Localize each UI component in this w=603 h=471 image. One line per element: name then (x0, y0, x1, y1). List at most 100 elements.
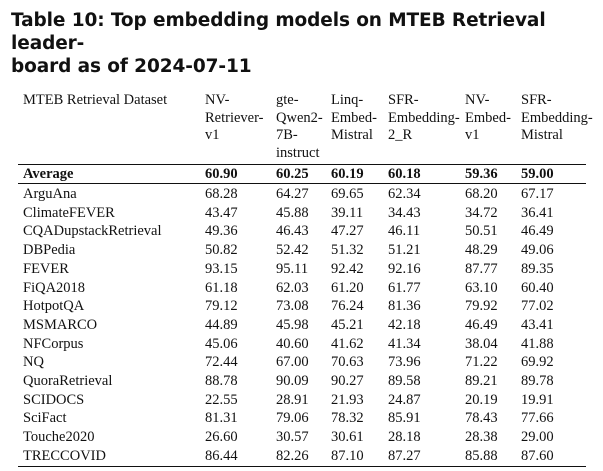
dataset-name: HotpotQA (23, 298, 85, 315)
score-cell: 67.17 (521, 186, 554, 202)
header-line: Qwen2- (276, 109, 323, 126)
score-cell: 41.34 (388, 335, 421, 352)
average-rule (18, 183, 586, 184)
score-cell: 41.62 (331, 335, 364, 352)
table-row: DBPedia 50.82 52.42 51.32 51.21 48.29 49.06 (0, 241, 603, 259)
score-cell: 87.77 (465, 260, 498, 277)
score-cell: 61.18 (205, 279, 238, 296)
score-cell: 62.34 (388, 186, 421, 202)
header-line: Embedding- (388, 109, 460, 126)
score-cell: 92.42 (331, 260, 364, 277)
score-cell: 30.57 (276, 429, 309, 446)
header-line: NV- (465, 92, 490, 108)
score-cell: 86.44 (205, 447, 238, 464)
header-line: Retriever- (205, 109, 264, 126)
score-cell: 45.98 (276, 316, 309, 333)
score-cell: 50.82 (205, 242, 238, 259)
header-line: Linq- (331, 92, 364, 108)
header-line: Embed- (465, 109, 511, 126)
score-cell: 46.43 (276, 223, 309, 240)
table-row: CQADupstackRetrieval 49.36 46.43 47.27 46.11… (0, 222, 603, 240)
dataset-name: Touche2020 (23, 429, 95, 446)
score-cell: 24.87 (388, 391, 421, 408)
score-cell: 41.88 (521, 335, 554, 352)
table-row: ClimateFEVER 43.47 45.88 39.11 34.43 34.72 36.… (0, 204, 603, 222)
score-cell: 87.60 (521, 447, 554, 464)
score-cell: 78.43 (465, 410, 498, 427)
header-line: v1 (205, 127, 220, 143)
header-dataset: MTEB Retrieval Dataset (23, 92, 167, 110)
score-cell: 67.00 (276, 354, 309, 371)
score-cell: 87.27 (388, 447, 421, 464)
header-model-6: SFR- Embedding- Mistral (521, 92, 593, 145)
dataset-name: ArguAna (23, 186, 77, 202)
score-cell: 46.11 (388, 223, 421, 240)
header-line: 7B- (276, 127, 298, 143)
score-cell: 89.35 (521, 260, 554, 277)
score-cell: 95.11 (276, 260, 309, 277)
score-cell: 45.06 (205, 335, 238, 352)
table-caption: Table 10: Top embedding models on MTEB R… (11, 9, 596, 78)
table-row: FiQA2018 61.18 62.03 61.20 61.77 63.10 60.40 (0, 279, 603, 297)
score-cell: 69.92 (521, 354, 554, 371)
caption-line-1: Table 10: Top embedding models on MTEB R… (11, 10, 546, 54)
score-cell: 79.06 (276, 410, 309, 427)
dataset-name: ClimateFEVER (23, 204, 115, 221)
table-row: SciFact 81.31 79.06 78.32 85.91 78.43 77.66 (0, 409, 603, 427)
header-line: gte- (276, 92, 299, 108)
table-row: MSMARCO 44.89 45.98 45.21 42.18 46.49 43.41 (0, 316, 603, 334)
score-cell: 90.09 (276, 373, 309, 389)
score-cell: 59.00 (521, 166, 554, 182)
score-cell: 34.43 (388, 204, 421, 221)
score-cell: 22.55 (205, 391, 238, 408)
score-cell: 59.36 (465, 166, 498, 182)
score-cell: 85.88 (465, 447, 498, 464)
score-cell: 60.18 (388, 166, 421, 182)
score-cell: 78.32 (331, 410, 364, 427)
score-cell: 50.51 (465, 223, 498, 240)
dataset-name: NQ (23, 354, 44, 371)
score-cell: 28.38 (465, 429, 498, 446)
header-model-5: NV- Embed-v1 (465, 92, 511, 145)
score-cell: 48.29 (465, 242, 498, 259)
score-cell: 63.10 (465, 279, 498, 296)
score-cell: 79.92 (465, 298, 498, 315)
score-cell: 51.32 (331, 242, 364, 259)
score-cell: 76.24 (331, 298, 364, 315)
score-cell: 68.20 (465, 186, 498, 202)
score-cell: 52.42 (276, 242, 309, 259)
score-cell: 29.00 (521, 429, 554, 446)
score-cell: 36.41 (521, 204, 554, 221)
score-cell: 64.27 (276, 186, 309, 202)
score-cell: 92.16 (388, 260, 421, 277)
header-line: MTEB Retrieval Dataset (23, 92, 168, 108)
score-cell: 77.02 (521, 298, 554, 315)
header-model-3: Linq- Embed- Mistral (331, 92, 377, 145)
score-cell: 71.22 (465, 354, 498, 371)
score-cell: 68.28 (205, 186, 238, 202)
dataset-name: FEVER (23, 260, 69, 277)
bottom-rule (18, 466, 586, 468)
dataset-name: QuoraRetrieval (23, 373, 113, 389)
score-cell: 61.20 (331, 279, 364, 296)
table-row: SCIDOCS 22.55 28.91 21.93 24.87 20.19 19.91 (0, 391, 603, 409)
score-cell: 42.18 (388, 316, 421, 333)
score-cell: 90.27 (331, 373, 364, 389)
table-row: Touche2020 26.60 30.57 30.61 28.18 28.38 29.00 (0, 428, 603, 446)
table-row: NQ 72.44 67.00 70.63 73.96 71.22 69.92 (0, 353, 603, 371)
score-cell: 69.65 (331, 186, 364, 202)
header-line: SFR- (521, 92, 552, 108)
dataset-name: FiQA2018 (23, 279, 86, 296)
dataset-name: Average (23, 166, 74, 182)
dataset-name: SciFact (23, 410, 67, 427)
score-cell: 73.96 (388, 354, 421, 371)
score-cell: 43.47 (205, 204, 238, 221)
dataset-name: NFCorpus (23, 335, 84, 352)
score-cell: 47.27 (331, 223, 364, 240)
score-cell: 45.21 (331, 316, 364, 333)
table-row: NFCorpus 45.06 40.60 41.62 41.34 38.04 41.88 (0, 335, 603, 353)
header-line: SFR- (388, 92, 419, 108)
score-cell: 62.03 (276, 279, 309, 296)
score-cell: 93.15 (205, 260, 238, 277)
average-row: Average 60.90 60.25 60.19 60.18 59.36 59.00 (0, 165, 603, 183)
